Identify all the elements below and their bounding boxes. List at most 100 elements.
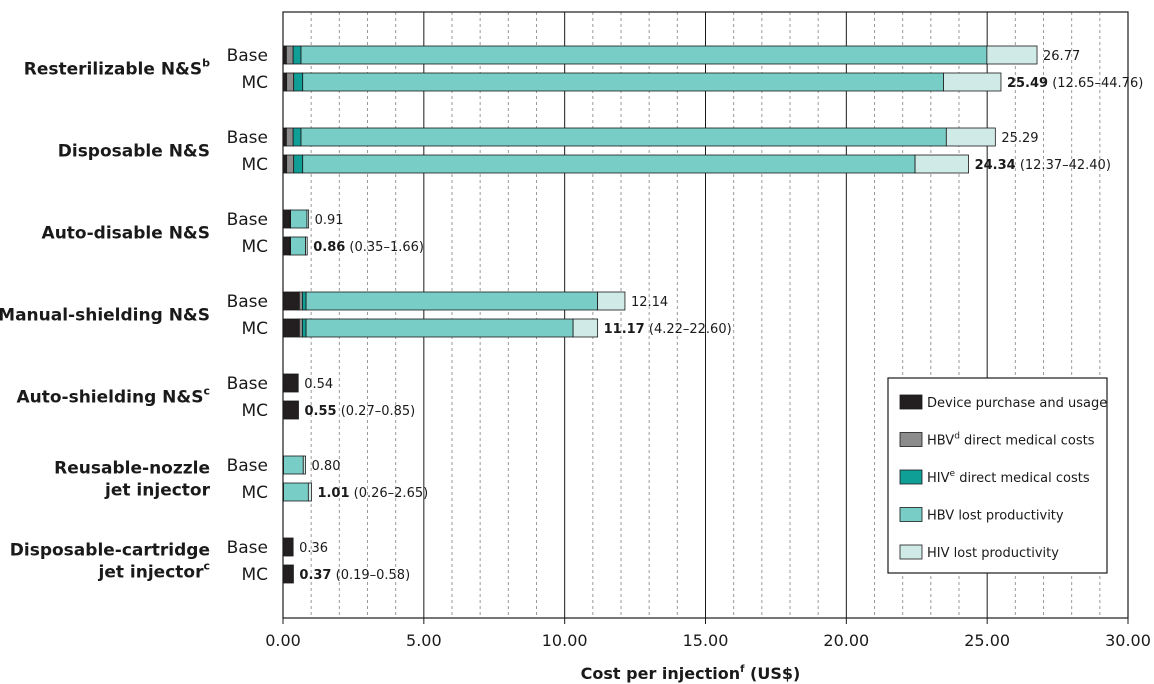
bar-segment xyxy=(945,127,996,147)
value-total: 0.86 xyxy=(313,240,345,255)
bar-segment xyxy=(282,236,291,256)
category-text: Resterilizable N&S xyxy=(24,60,202,80)
bar-segment xyxy=(302,318,307,338)
row-label: MC xyxy=(241,565,268,585)
legend-label: HBV lost productivity xyxy=(927,509,1064,524)
bar-segment xyxy=(572,318,599,338)
value-total: 0.91 xyxy=(315,213,344,228)
bar-segment xyxy=(298,291,303,311)
value-label: 0.86 (0.35–1.66) xyxy=(313,240,424,255)
category-label: Reusable-nozzle xyxy=(54,459,210,479)
category-label: Manual-shielding N&S xyxy=(0,306,210,326)
value-range: (12.65–44.76) xyxy=(1048,76,1143,91)
bar-segment xyxy=(306,209,310,229)
legend-label: HIVe direct medical costs xyxy=(927,469,1090,486)
row-label: MC xyxy=(241,401,268,421)
legend-label: HIV lost productivity xyxy=(927,546,1059,561)
bar-segment xyxy=(292,45,302,65)
value-label: 0.55 (0.27–0.85) xyxy=(304,404,415,419)
bar-segment xyxy=(286,154,295,174)
x-tick-label: 30.00 xyxy=(1105,631,1151,650)
bar-segment xyxy=(290,236,306,256)
value-total: 25.29 xyxy=(1001,131,1038,146)
legend-label-superscript: d xyxy=(954,432,960,442)
bar-segment xyxy=(302,72,944,92)
x-axis-title: Cost per injectionf (US$) xyxy=(581,664,801,683)
legend-swatch xyxy=(899,394,923,410)
category-superscript: c xyxy=(203,385,210,398)
value-total: 0.55 xyxy=(304,404,336,419)
legend-label-superscript: e xyxy=(950,469,956,479)
legend-label-text: HIV xyxy=(927,471,950,486)
value-total: 11.17 xyxy=(604,322,645,337)
value-label: 11.17 (4.22–22.60) xyxy=(604,322,732,337)
legend-swatch xyxy=(899,544,923,560)
bar-segment xyxy=(305,318,574,338)
row-label: Base xyxy=(227,374,268,394)
category-text: Auto-disable N&S xyxy=(42,224,210,244)
category-label: jet injector xyxy=(104,481,211,501)
bar-segment xyxy=(292,127,302,147)
legend: Device purchase and usage HBVd direct med… xyxy=(887,377,1108,574)
category-label: jet injectorc xyxy=(98,560,211,583)
row-label: Base xyxy=(227,46,268,66)
value-label: 25.29 xyxy=(1001,131,1038,146)
value-label: 1.01 (0.26–2.65) xyxy=(317,486,428,501)
row-label: MC xyxy=(241,237,268,257)
x-tick-label: 5.00 xyxy=(406,631,442,650)
bar-segment xyxy=(283,455,304,475)
x-tick-label: 15.00 xyxy=(683,631,729,650)
value-total: 26.77 xyxy=(1043,49,1080,64)
legend-label-text: direct medical costs xyxy=(960,434,1095,449)
bar-segment xyxy=(293,72,304,92)
legend-swatch xyxy=(899,432,923,447)
legend-swatch xyxy=(899,507,923,522)
category-superscript: b xyxy=(202,57,210,70)
category-text: jet injector xyxy=(104,481,211,501)
value-range: (0.26–2.65) xyxy=(350,486,429,501)
bar-segment xyxy=(298,318,303,338)
row-label: Base xyxy=(227,292,268,312)
value-label: 26.77 xyxy=(1043,49,1080,64)
bar-segment xyxy=(286,72,295,92)
category-text: Manual-shielding N&S xyxy=(0,306,210,326)
bar-segment xyxy=(290,209,308,229)
row-label: Base xyxy=(227,456,268,476)
row-label: MC xyxy=(241,319,268,339)
bar-segment xyxy=(285,45,294,65)
bar-segment xyxy=(282,564,294,584)
bar-segment xyxy=(300,127,947,147)
value-range: (4.22–22.60) xyxy=(645,322,732,337)
bar-segment xyxy=(283,482,309,502)
value-label: 25.49 (12.65–44.76) xyxy=(1007,76,1143,91)
category-label: Disposable-cartridge xyxy=(10,541,210,561)
bar-segment xyxy=(282,373,299,393)
value-label: 12.14 xyxy=(631,295,668,310)
category-label: Disposable N&S xyxy=(58,142,210,162)
x-axis-title-superscript: f xyxy=(740,664,745,675)
category-text: Disposable-cartridge xyxy=(10,541,210,561)
legend-label-text: direct medical costs xyxy=(955,471,1090,486)
category-text: Auto-shielding N&S xyxy=(16,388,203,408)
bar-segment xyxy=(302,291,307,311)
bar-segment xyxy=(305,236,308,256)
category-label: Auto-disable N&S xyxy=(42,224,210,244)
category-text: jet injector xyxy=(98,563,205,583)
bar-segment xyxy=(302,154,916,174)
value-total: 12.14 xyxy=(631,295,668,310)
value-range: (0.27–0.85) xyxy=(337,404,416,419)
row-label: MC xyxy=(241,73,268,93)
value-range: (0.19–0.58) xyxy=(331,568,410,583)
category-text: Disposable N&S xyxy=(58,142,210,162)
x-tick-label: 10.00 xyxy=(542,631,588,650)
bar-segment xyxy=(300,45,988,65)
value-label: 0.54 xyxy=(304,377,333,392)
bar-segment xyxy=(282,537,294,557)
legend-label-text: HBV lost productivity xyxy=(927,509,1064,524)
labels-layer: Base 26.77 MC 25.49 (12.65–44.76) Resteriliz… xyxy=(0,46,1143,585)
legend-label-text: HBV xyxy=(927,434,954,449)
x-axis-title-unit: (US$) xyxy=(744,664,800,683)
bar-segment xyxy=(307,482,312,502)
value-total: 0.37 xyxy=(299,568,331,583)
